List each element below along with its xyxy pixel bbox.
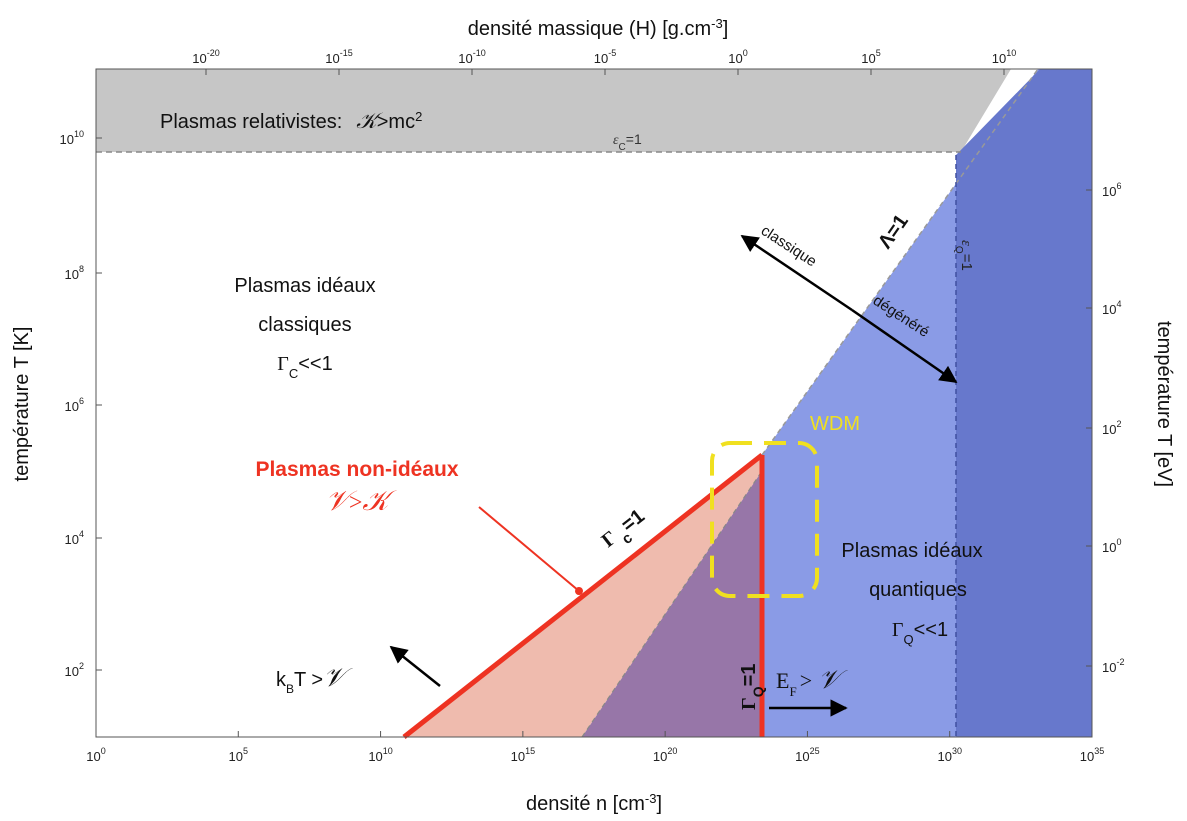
bottom-tick-label: 1030: [937, 746, 961, 764]
bottom-tick-label: 1035: [1080, 746, 1104, 764]
right-tick-label: 104: [1102, 299, 1121, 317]
non-ideal-condition: 𝒱>𝒦: [326, 486, 398, 517]
right-axis-title: température T [eV]: [1153, 321, 1175, 487]
ideal-quantum-label-2: quantiques: [869, 579, 967, 601]
left-tick-label: 1010: [60, 129, 84, 147]
bottom-tick-label: 100: [86, 746, 105, 764]
non-ideal-pointer: [478, 506, 583, 595]
top-axis: 10-20 10-15 10-10 10-5 100 105 1010: [192, 48, 1016, 75]
lambda-line: [761, 68, 1039, 456]
left-tick-label: 106: [65, 396, 84, 414]
top-tick-label: 10-5: [594, 48, 616, 66]
gamma-q-label: ΓQ=1: [738, 664, 766, 710]
nonideal-quantum-region: [582, 471, 762, 737]
ideal-classic-label-1: Plasmas idéaux: [234, 275, 375, 297]
ideal-classic-label-2: classiques: [258, 314, 351, 336]
top-tick-label: 1010: [992, 48, 1016, 66]
plot-frame: [95, 68, 1093, 738]
top-tick-label: 10-20: [192, 48, 219, 66]
kbt-arrow: [389, 645, 441, 687]
ideal-quantum-label-1: Plasmas idéaux: [841, 540, 982, 562]
left-tick-label: 108: [65, 264, 84, 282]
bottom-axis: 100 105 1010 1015 1020 1025 1030 1035: [86, 731, 1104, 764]
wdm-label: WDM: [810, 413, 860, 435]
eps-q-label: εQ=1: [954, 240, 976, 271]
classique-arrow: [740, 234, 853, 312]
bottom-tick-label: 1025: [795, 746, 819, 764]
bottom-tick-label: 105: [229, 746, 248, 764]
left-tick-label: 104: [65, 529, 84, 547]
quantum-dense-region: [956, 69, 1092, 737]
ideal-quantum-label-3: ΓQ<<1: [892, 619, 948, 647]
top-tick-label: 10-15: [325, 48, 352, 66]
bottom-tick-label: 1015: [511, 746, 535, 764]
top-axis-title: densité massique (H) [g.cm-3]: [468, 16, 729, 41]
bottom-axis-title: densité n [cm-3]: [526, 791, 662, 816]
top-tick-label: 105: [861, 48, 880, 66]
left-axis-title: température T [K]: [11, 327, 33, 482]
right-tick-label: 100: [1102, 537, 1121, 555]
right-axis: 106 104 102 100 10-2: [1086, 181, 1124, 675]
right-tick-label: 102: [1102, 419, 1121, 437]
right-tick-label: 106: [1102, 181, 1121, 199]
gamma-c-line: [402, 453, 764, 739]
wdm-box: [710, 441, 819, 598]
degenere-arrow: [851, 308, 958, 384]
ideal-classic-label-3: ΓC<<1: [277, 353, 332, 381]
left-axis: 1010 108 106 104 102: [60, 129, 102, 679]
relativistic-region: [96, 69, 1092, 152]
non-ideal-label: Plasmas non-idéaux: [255, 458, 458, 481]
eps-c-label: εC=1: [613, 131, 642, 153]
right-tick-label: 10-2: [1102, 657, 1124, 675]
relativistic-label: Plasmas relativistes: 𝒦>mc2: [160, 108, 422, 133]
left-tick-label: 102: [65, 661, 84, 679]
top-tick-label: 100: [728, 48, 747, 66]
top-tick-label: 10-10: [458, 48, 485, 66]
bottom-tick-label: 1020: [653, 746, 677, 764]
bottom-tick-label: 1010: [368, 746, 392, 764]
